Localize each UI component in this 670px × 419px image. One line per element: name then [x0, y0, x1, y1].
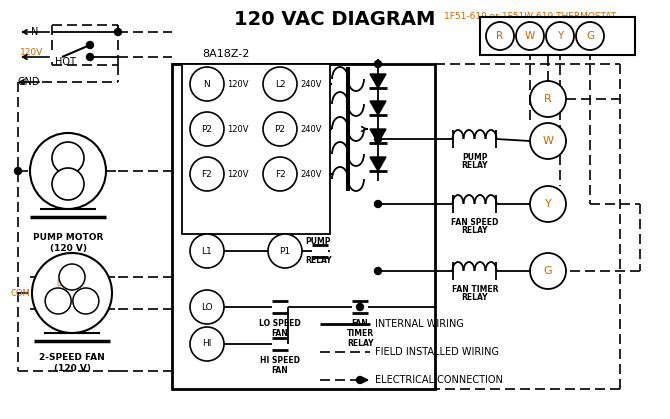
Circle shape	[190, 67, 224, 101]
Circle shape	[516, 22, 544, 50]
Text: 1F51-619 or 1F51W-619 THERMOSTAT: 1F51-619 or 1F51W-619 THERMOSTAT	[444, 12, 616, 21]
Text: LO: LO	[56, 279, 66, 287]
Text: W: W	[525, 31, 535, 41]
Circle shape	[356, 377, 364, 383]
Text: INTERNAL WIRING: INTERNAL WIRING	[375, 319, 464, 329]
Text: 240V: 240V	[300, 124, 322, 134]
Bar	[172, 64, 435, 389]
Circle shape	[190, 290, 224, 324]
Circle shape	[190, 157, 224, 191]
Text: G: G	[586, 31, 594, 41]
Text: HOT: HOT	[55, 57, 76, 67]
Text: LO SPEED: LO SPEED	[259, 319, 301, 328]
Circle shape	[15, 168, 21, 174]
Circle shape	[190, 112, 224, 146]
Circle shape	[375, 60, 381, 67]
Text: Y: Y	[557, 31, 563, 41]
Text: TIMER: TIMER	[346, 329, 374, 338]
Text: HI: HI	[79, 298, 87, 308]
Circle shape	[73, 288, 99, 314]
Text: ELECTRICAL CONNECTION: ELECTRICAL CONNECTION	[375, 375, 503, 385]
Polygon shape	[370, 129, 386, 143]
Text: L1: L1	[202, 246, 212, 256]
Circle shape	[115, 28, 121, 36]
Text: COM: COM	[10, 289, 30, 297]
Text: R: R	[544, 94, 552, 104]
Text: W: W	[543, 136, 553, 146]
Text: P2: P2	[202, 124, 212, 134]
Circle shape	[486, 22, 514, 50]
Text: R: R	[496, 31, 504, 41]
Text: 8A18Z-2: 8A18Z-2	[202, 49, 249, 59]
Circle shape	[375, 201, 381, 207]
Circle shape	[375, 267, 381, 274]
Circle shape	[530, 123, 566, 159]
Circle shape	[86, 41, 94, 49]
Text: 120V: 120V	[20, 47, 44, 57]
Text: FIELD INSTALLED WIRING: FIELD INSTALLED WIRING	[375, 347, 499, 357]
Text: (120 V): (120 V)	[54, 364, 90, 373]
Text: FAN: FAN	[271, 366, 288, 375]
Bar	[182, 64, 330, 234]
Circle shape	[190, 234, 224, 268]
Circle shape	[59, 264, 85, 290]
Circle shape	[546, 22, 574, 50]
Circle shape	[263, 67, 297, 101]
Circle shape	[190, 327, 224, 361]
Text: P1: P1	[279, 246, 291, 256]
Text: PUMP: PUMP	[305, 237, 330, 246]
Circle shape	[52, 168, 84, 200]
Circle shape	[30, 133, 106, 209]
Circle shape	[32, 253, 112, 333]
Bar	[480, 17, 635, 55]
Text: 2-SPEED FAN: 2-SPEED FAN	[39, 353, 105, 362]
Circle shape	[268, 234, 302, 268]
Text: 120V: 120V	[227, 170, 249, 178]
Circle shape	[576, 22, 604, 50]
Polygon shape	[370, 101, 386, 115]
Text: Y: Y	[545, 199, 551, 209]
Text: PUMP: PUMP	[462, 153, 488, 162]
Text: F2: F2	[275, 170, 285, 178]
Text: P2: P2	[275, 124, 285, 134]
Text: FAN: FAN	[352, 319, 368, 328]
Text: F2: F2	[202, 170, 212, 178]
Text: N: N	[204, 80, 210, 88]
Circle shape	[375, 135, 381, 142]
Circle shape	[530, 253, 566, 289]
Text: LO: LO	[201, 303, 213, 311]
Circle shape	[530, 186, 566, 222]
Text: 240V: 240V	[300, 170, 322, 178]
Circle shape	[263, 157, 297, 191]
Circle shape	[86, 54, 94, 60]
Circle shape	[45, 288, 71, 314]
Text: HI SPEED: HI SPEED	[260, 356, 300, 365]
Text: RELAY: RELAY	[462, 293, 488, 302]
Text: FAN TIMER: FAN TIMER	[452, 285, 498, 294]
Text: G: G	[543, 266, 552, 276]
Text: RELAY: RELAY	[462, 226, 488, 235]
Text: N: N	[31, 27, 39, 37]
Circle shape	[530, 81, 566, 117]
Polygon shape	[370, 157, 386, 171]
Text: PUMP MOTOR: PUMP MOTOR	[33, 233, 103, 242]
Text: RELAY: RELAY	[462, 161, 488, 170]
Text: 120 VAC DIAGRAM: 120 VAC DIAGRAM	[234, 10, 436, 29]
Text: FAN: FAN	[271, 329, 288, 338]
Text: 120V: 120V	[227, 124, 249, 134]
Text: 120V: 120V	[227, 80, 249, 88]
Text: RELAY: RELAY	[305, 256, 332, 265]
Text: 240V: 240V	[300, 80, 322, 88]
Polygon shape	[370, 74, 386, 88]
Circle shape	[52, 142, 84, 174]
Text: GND: GND	[18, 77, 40, 87]
Text: HI: HI	[202, 339, 212, 349]
Text: RELAY: RELAY	[347, 339, 373, 348]
Text: L2: L2	[275, 80, 285, 88]
Text: (120 V): (120 V)	[50, 244, 86, 253]
Circle shape	[356, 303, 364, 310]
Text: FAN SPEED: FAN SPEED	[452, 218, 498, 227]
Circle shape	[263, 112, 297, 146]
